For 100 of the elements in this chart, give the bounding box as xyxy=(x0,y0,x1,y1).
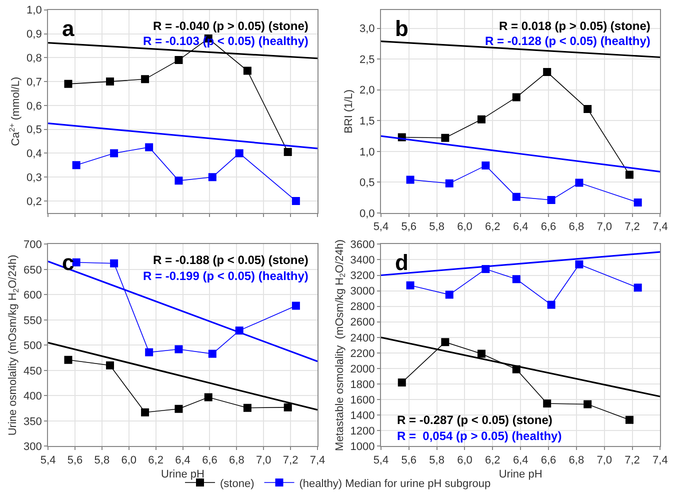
point xyxy=(445,179,454,188)
legend-label: (stone) xyxy=(220,478,254,490)
chart-title: d xyxy=(395,250,408,275)
y-tick-label: 2800 xyxy=(350,301,375,314)
y-tick-label: 1600 xyxy=(350,394,375,406)
point xyxy=(512,275,520,284)
y-tick-label: 1,0 xyxy=(359,146,375,158)
x-tick-label: 5,8 xyxy=(429,221,444,234)
point xyxy=(72,161,80,170)
x-tick-label: 5,6 xyxy=(67,454,83,466)
annotation: R = 0.018 (p > 0.05) (stone) xyxy=(499,19,650,33)
y-tick-label: 1,5 xyxy=(359,115,375,128)
point xyxy=(284,403,292,412)
x-tick-label: 6,6 xyxy=(540,454,556,466)
y-tick-label: 0,4 xyxy=(26,148,42,160)
y-tick-label: 500 xyxy=(23,340,42,352)
x-axis-title: Urine pH xyxy=(161,468,205,481)
point xyxy=(284,148,292,156)
y-tick-label: 0,5 xyxy=(359,177,375,190)
x-tick-label: 7,2 xyxy=(624,221,640,234)
y-tick-label: 0,9 xyxy=(26,28,42,41)
y-tick-label: 1000 xyxy=(350,441,375,454)
x-tick-label: 6,8 xyxy=(229,454,244,466)
x-tick-label: 6,6 xyxy=(540,221,556,234)
x-tick-label: 5,6 xyxy=(401,454,417,466)
y-tick-label: 3000 xyxy=(350,286,375,298)
y-tick-label: 550 xyxy=(23,314,42,327)
annotation: R = -0.199 (p < 0.05) (healthy) xyxy=(143,269,308,283)
point xyxy=(174,345,183,354)
point xyxy=(406,176,414,184)
point xyxy=(174,56,183,64)
y-tick-label: 450 xyxy=(23,365,42,378)
point xyxy=(398,378,406,387)
point xyxy=(141,408,150,416)
point xyxy=(625,170,634,179)
x-tick-label: 5,4 xyxy=(373,221,389,234)
y-tick-label: 0,2 xyxy=(26,196,42,208)
y-tick-label: 0,6 xyxy=(26,100,42,112)
x-tick-label: 7,4 xyxy=(652,221,668,234)
point xyxy=(235,149,244,158)
x-tick-label: 6,8 xyxy=(568,221,584,234)
annotation: R = -0.287 (p < 0.05) (stone) xyxy=(397,413,552,427)
chart-title: b xyxy=(395,16,408,41)
y-tick-label: 2400 xyxy=(350,332,375,344)
y-tick-label: 300 xyxy=(23,441,42,454)
y-tick-label: 2600 xyxy=(350,316,375,329)
point xyxy=(243,66,252,75)
x-tick-label: 6,4 xyxy=(512,221,528,234)
point xyxy=(584,400,592,408)
y-tick-label: 2000 xyxy=(350,363,375,376)
point xyxy=(292,302,300,310)
point xyxy=(543,399,552,408)
point xyxy=(575,178,584,187)
y-tick-label: 0,0 xyxy=(359,208,375,220)
x-tick-label: 6,2 xyxy=(485,221,500,234)
x-axis-title: Urine pH xyxy=(498,468,542,481)
point xyxy=(204,393,212,402)
y-tick-label: 400 xyxy=(23,390,42,403)
point xyxy=(208,173,216,182)
y-tick-label: 700 xyxy=(23,239,42,252)
y-tick-label: 650 xyxy=(23,264,42,276)
y-tick-label: 0,5 xyxy=(26,124,42,136)
x-tick-label: 6,2 xyxy=(148,454,164,466)
x-tick-label: 6,0 xyxy=(457,454,472,466)
point xyxy=(110,259,118,268)
y-tick-label: 1,0 xyxy=(26,4,42,17)
point xyxy=(575,260,584,268)
x-tick-label: 6,4 xyxy=(512,454,528,466)
y-tick-label: 600 xyxy=(23,290,42,302)
x-tick-label: 7,4 xyxy=(310,454,326,466)
x-tick-label: 7,0 xyxy=(256,454,272,466)
y-tick-label: 0,8 xyxy=(26,52,42,65)
legend-label: (healthy) Median for urine pH subgroup xyxy=(299,478,491,490)
y-tick-label: 0,7 xyxy=(26,76,42,88)
point xyxy=(547,196,556,204)
point xyxy=(441,134,450,142)
y-tick-label: 350 xyxy=(23,416,42,428)
x-tick-label: 7,4 xyxy=(652,454,668,466)
y-tick-label: 2,5 xyxy=(359,54,375,66)
point xyxy=(141,75,150,84)
point xyxy=(512,93,520,102)
point xyxy=(145,143,154,152)
annotation: R = -0.128 (p < 0.05) (healthy) xyxy=(485,34,650,48)
x-tick-label: 6,6 xyxy=(202,454,218,466)
x-tick-label: 6,0 xyxy=(457,221,472,234)
point xyxy=(106,361,114,370)
point xyxy=(441,338,450,346)
point xyxy=(174,404,183,413)
x-tick-label: 5,6 xyxy=(401,221,417,234)
y-tick-label: 1400 xyxy=(350,410,375,422)
point xyxy=(208,350,216,358)
y-tick-label: 3400 xyxy=(350,254,375,267)
point xyxy=(445,290,454,299)
y-tick-label: 3,0 xyxy=(359,23,375,36)
point xyxy=(547,300,556,309)
x-tick-label: 7,0 xyxy=(596,454,612,466)
x-tick-label: 6,0 xyxy=(121,454,137,466)
y-tick-label: 1800 xyxy=(350,378,375,391)
annotation: R = -0.188 (p < 0.05) (stone) xyxy=(153,253,308,267)
x-tick-label: 7,2 xyxy=(282,454,298,466)
